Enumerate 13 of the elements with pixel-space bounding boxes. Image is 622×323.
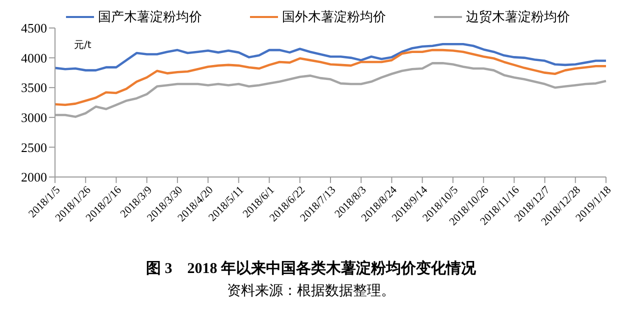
legend-label: 国外木薯淀粉均价 <box>282 9 386 26</box>
y-tick-label: 2500 <box>21 140 47 155</box>
line-series <box>54 48 608 106</box>
y-axis-title: 元/t <box>74 39 92 52</box>
y-tick-label: 4500 <box>21 20 47 36</box>
legend-label: 边贸木薯淀粉均价 <box>466 9 570 26</box>
y-tick-label: 2000 <box>21 170 47 185</box>
y-tick-label: 4000 <box>21 50 47 66</box>
legend-label: 国产木薯淀粉均价 <box>98 9 202 26</box>
y-tick-label: 3000 <box>21 110 47 126</box>
text: 资料来源：根据数据整理。 <box>226 282 396 300</box>
text: 图 3 2018 年以来中国各类木薯淀粉均价变化情况 <box>145 259 477 278</box>
y-tick-label: 3500 <box>21 80 47 96</box>
